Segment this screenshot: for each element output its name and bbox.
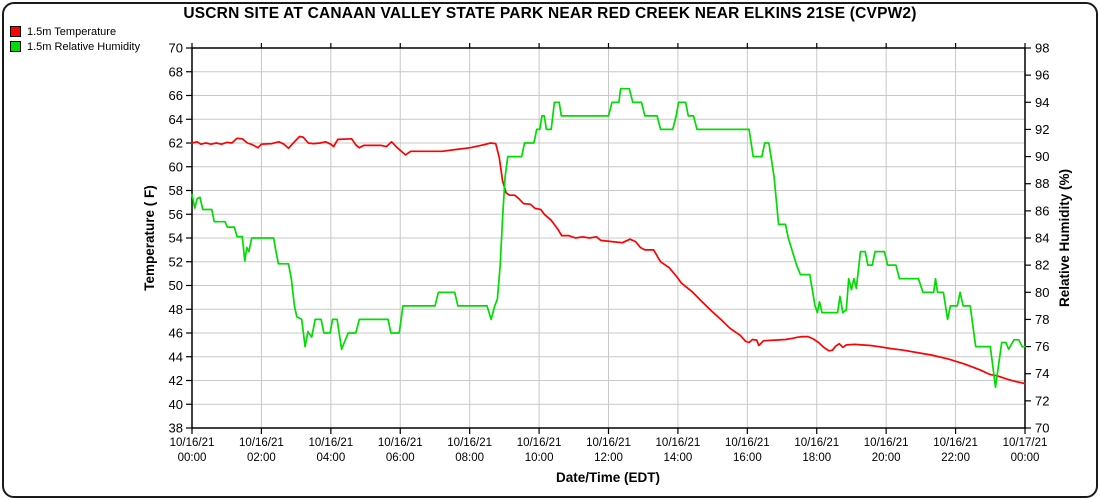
- y-left-tick-label: 68: [169, 64, 183, 79]
- y-right-tick-label: 72: [1035, 393, 1049, 408]
- x-tick-label-time: 06:00: [386, 452, 415, 464]
- x-tick-label-time: 18:00: [802, 452, 831, 464]
- chart-title: USCRN SITE AT CANAAN VALLEY STATE PARK N…: [183, 5, 917, 22]
- x-tick-label-time: 04:00: [316, 452, 345, 464]
- y-right-tick-label: 98: [1035, 41, 1049, 56]
- y-left-tick-label: 56: [169, 207, 183, 222]
- x-tick-label-date: 10/16/21: [586, 437, 631, 449]
- x-tick-label-time: 22:00: [941, 452, 970, 464]
- y-left-tick-label: 66: [169, 88, 183, 103]
- y-right-tick-label: 94: [1035, 95, 1049, 110]
- x-tick-label-time: 20:00: [872, 452, 901, 464]
- y-right-tick-label: 86: [1035, 203, 1049, 218]
- y-right-tick-label: 70: [1035, 421, 1049, 436]
- y-left-axis-title: Temperature ( F): [142, 185, 157, 291]
- y-right-tick-label: 84: [1035, 231, 1049, 246]
- y-right-axis-title: Relative Humidity (%): [1057, 169, 1072, 307]
- y-left-tick-label: 44: [169, 349, 183, 364]
- y-left-tick-label: 64: [169, 112, 183, 127]
- x-tick-label-date: 10/16/21: [656, 437, 701, 449]
- legend-label-humidity: 1.5m Relative Humidity: [27, 40, 141, 53]
- x-tick-label-date: 10/16/21: [933, 437, 978, 449]
- x-tick-label-time: 12:00: [594, 452, 623, 464]
- y-right-tick-label: 78: [1035, 312, 1049, 327]
- temperature-line: [191, 135, 1026, 385]
- y-left-tick-label: 58: [169, 183, 183, 198]
- x-tick-label-time: 10:00: [525, 452, 554, 464]
- x-tick-label-date: 10/17/21: [1003, 437, 1048, 449]
- x-tick-label-time: 00:00: [1011, 452, 1040, 464]
- x-tick-label-date: 10/16/21: [170, 437, 215, 449]
- y-left-tick-label: 54: [169, 231, 183, 246]
- x-tick-label-date: 10/16/21: [239, 437, 284, 449]
- x-tick-label-date: 10/16/21: [308, 437, 353, 449]
- x-tick-label-time: 16:00: [733, 452, 762, 464]
- x-tick-label-time: 00:00: [178, 452, 207, 464]
- x-tick-label-date: 10/16/21: [794, 437, 839, 449]
- legend-label-temperature: 1.5m Temperature: [27, 25, 117, 38]
- x-tick-label-date: 10/16/21: [864, 437, 909, 449]
- y-left-tick-label: 52: [169, 254, 183, 269]
- y-left-tick-label: 62: [169, 136, 183, 151]
- y-right-tick-label: 76: [1035, 339, 1049, 354]
- y-left-tick-label: 48: [169, 302, 183, 317]
- y-left-tick-label: 50: [169, 278, 183, 293]
- legend-item-humidity: 1.5m Relative Humidity: [10, 39, 140, 54]
- y-right-tick-label: 82: [1035, 258, 1049, 273]
- y-right-tick-label: 88: [1035, 176, 1049, 191]
- y-left-tick-label: 70: [169, 41, 183, 56]
- y-left-tick-label: 38: [169, 421, 183, 436]
- x-tick-label-date: 10/16/21: [725, 437, 770, 449]
- humidity-line: [191, 87, 1026, 389]
- x-tick-label-time: 02:00: [247, 452, 276, 464]
- y-right-tick-label: 92: [1035, 122, 1049, 137]
- y-left-tick-label: 60: [169, 159, 183, 174]
- x-tick-label-date: 10/16/21: [378, 437, 423, 449]
- y-left-tick-label: 40: [169, 397, 183, 412]
- y-right-tick-label: 80: [1035, 285, 1049, 300]
- x-axis-title: Date/Time (EDT): [556, 470, 660, 485]
- x-tick-label-date: 10/16/21: [517, 437, 562, 449]
- y-right-tick-label: 90: [1035, 149, 1049, 164]
- y-right-tick-label: 96: [1035, 68, 1049, 83]
- temperature-swatch-icon: [10, 26, 21, 37]
- humidity-swatch-icon: [10, 41, 21, 52]
- legend: 1.5m Temperature 1.5m Relative Humidity: [10, 24, 140, 54]
- legend-item-temperature: 1.5m Temperature: [10, 24, 140, 39]
- y-left-tick-label: 42: [169, 373, 183, 388]
- x-tick-label-time: 14:00: [664, 452, 693, 464]
- x-tick-label-date: 10/16/21: [447, 437, 492, 449]
- y-left-tick-label: 46: [169, 326, 183, 341]
- x-tick-label-time: 08:00: [455, 452, 484, 464]
- y-right-tick-label: 74: [1035, 366, 1049, 381]
